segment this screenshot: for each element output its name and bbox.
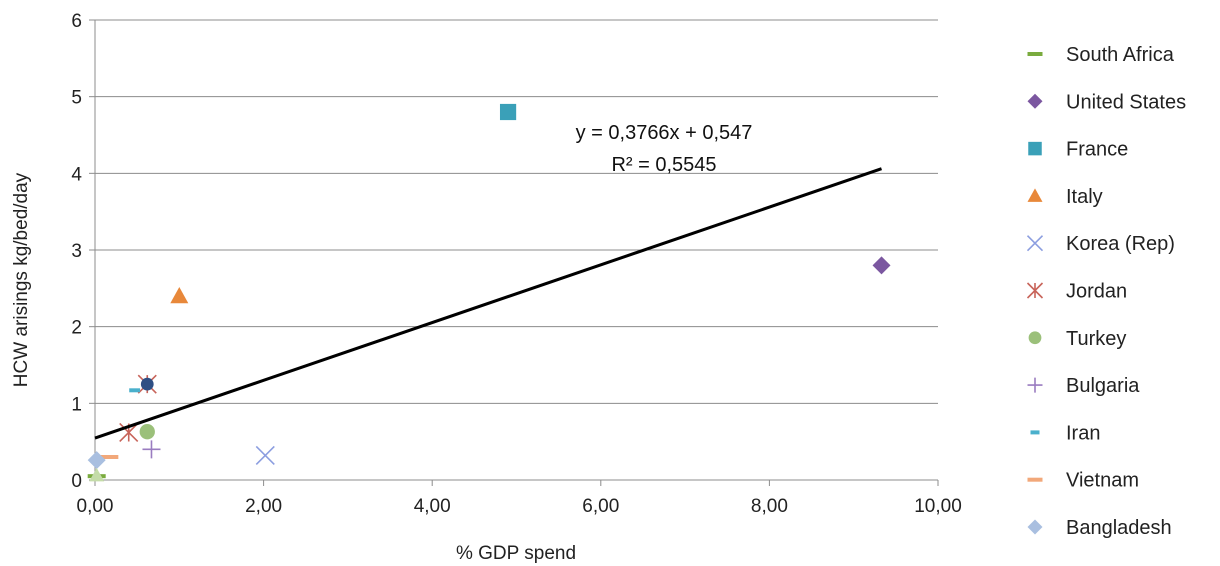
legend-label: Vietnam [1066,470,1139,492]
data-point-italy [170,287,189,304]
x-tick-labels: 0,00 2,00 4,00 6,00 8,00 10,00 [77,496,962,517]
legend-label: Iran [1066,422,1100,444]
x-tick-label: 10,00 [914,496,962,517]
x-tick-label: 8,00 [751,496,788,517]
y-tick-label: 4 [71,164,82,185]
data-point-extra [89,467,105,482]
legend-marker [1026,282,1044,299]
x-axis-label: % GDP spend [456,543,576,564]
legend-label: Italy [1066,186,1103,208]
legend-marker [1030,430,1040,435]
y-tick-label: 1 [71,394,82,415]
data-point-turkey [139,424,155,440]
legend-label: Bulgaria [1066,375,1140,397]
legend-marker [1027,93,1043,109]
legend-item: Vietnam [1027,470,1139,492]
legend: South Africa United States France Italy Kore… [1026,44,1186,539]
legend-label: South Africa [1066,44,1175,66]
data-point-iran [129,388,141,393]
data-point-bangladesh [87,451,106,470]
data-point-extra [140,377,154,391]
data-point-united-states [872,256,891,275]
legend-item: Jordan [1026,281,1127,303]
trendline-line [94,167,883,440]
legend-label: Korea (Rep) [1066,233,1175,255]
legend-item: France [1028,139,1128,161]
legend-marker [1027,519,1043,535]
y-tick-label: 5 [71,88,82,109]
legend-item: Korea (Rep) [1026,233,1175,255]
grid-lines [95,19,938,404]
data-point-korea-rep [255,445,275,466]
y-tick-label: 3 [71,241,82,262]
legend-item: Iran [1030,422,1100,444]
legend-marker [1028,141,1042,156]
legend-label: Bangladesh [1066,517,1172,539]
legend-item: South Africa [1027,44,1175,66]
axes [89,19,939,486]
data-point-vietnam [100,455,119,459]
data-point-bulgaria [142,440,161,459]
x-tick-label: 2,00 [245,496,282,517]
legend-item: Bangladesh [1027,517,1172,539]
legend-marker [1027,52,1043,56]
legend-item: Turkey [1028,328,1126,350]
y-tick-labels: 0 1 2 3 4 5 6 [71,11,82,492]
legend-marker [1028,331,1042,345]
y-tick-label: 0 [71,471,82,492]
legend-item: United States [1027,91,1186,113]
legend-label: United States [1066,91,1186,113]
x-tick-label: 6,00 [582,496,619,517]
legend-item: Italy [1027,186,1103,208]
data-point-france [499,103,517,121]
legend-marker [1027,377,1043,393]
legend-marker [1027,477,1043,482]
legend-label: Turkey [1066,328,1126,350]
trendline-r-squared: R² = 0,5545 [611,154,716,176]
trendline [94,167,883,440]
data-points [87,103,891,482]
legend-marker [1026,235,1044,252]
y-tick-label: 2 [71,318,82,339]
trendline-equation: y = 0,3766x + 0,547 [576,122,753,144]
legend-label: Jordan [1066,281,1127,303]
x-tick-label: 4,00 [414,496,451,517]
y-tick-label: 6 [71,11,82,32]
legend-label: France [1066,139,1128,161]
y-axis-label: HCW arisings kg/bed/day [11,172,32,387]
x-tick-label: 0,00 [77,496,114,517]
legend-marker [1027,188,1043,202]
legend-item: Bulgaria [1027,375,1140,397]
